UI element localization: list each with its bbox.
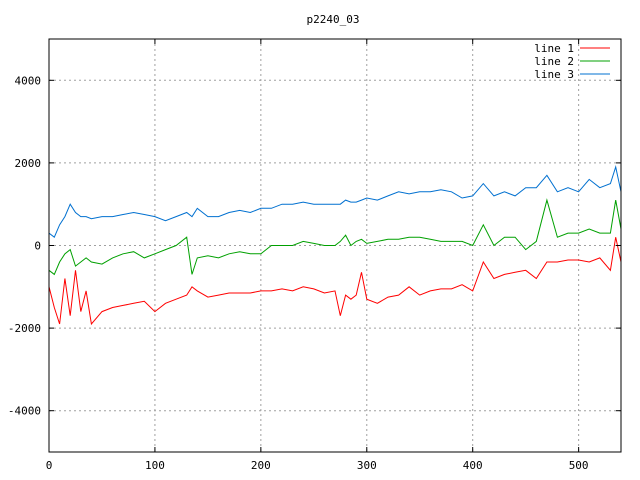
x-tick-label: 300 bbox=[357, 459, 377, 472]
series-group bbox=[48, 165, 622, 326]
series-line-1 bbox=[48, 237, 622, 326]
legend-label: line 1 bbox=[534, 42, 574, 55]
x-axis: 0 100 200 300 400 500 bbox=[46, 39, 589, 472]
y-tick-label: 0 bbox=[34, 240, 41, 253]
series-line-3 bbox=[48, 165, 622, 238]
x-tick-label: 0 bbox=[46, 459, 53, 472]
x-tick-label: 200 bbox=[251, 459, 271, 472]
y-tick-label: 2000 bbox=[15, 157, 42, 170]
x-tick-label: 500 bbox=[569, 459, 589, 472]
legend-label: line 3 bbox=[534, 68, 574, 81]
legend-label: line 2 bbox=[534, 55, 574, 68]
chart-title: p2240_03 bbox=[307, 13, 360, 26]
x-tick-label: 100 bbox=[145, 459, 165, 472]
y-tick-label: -2000 bbox=[8, 322, 41, 335]
y-axis: -4000 -2000 0 2000 4000 bbox=[8, 74, 621, 418]
y-tick-label: -4000 bbox=[8, 405, 41, 418]
x-tick-label: 400 bbox=[463, 459, 483, 472]
series-line-2 bbox=[48, 198, 622, 276]
y-tick-label: 4000 bbox=[15, 74, 42, 87]
